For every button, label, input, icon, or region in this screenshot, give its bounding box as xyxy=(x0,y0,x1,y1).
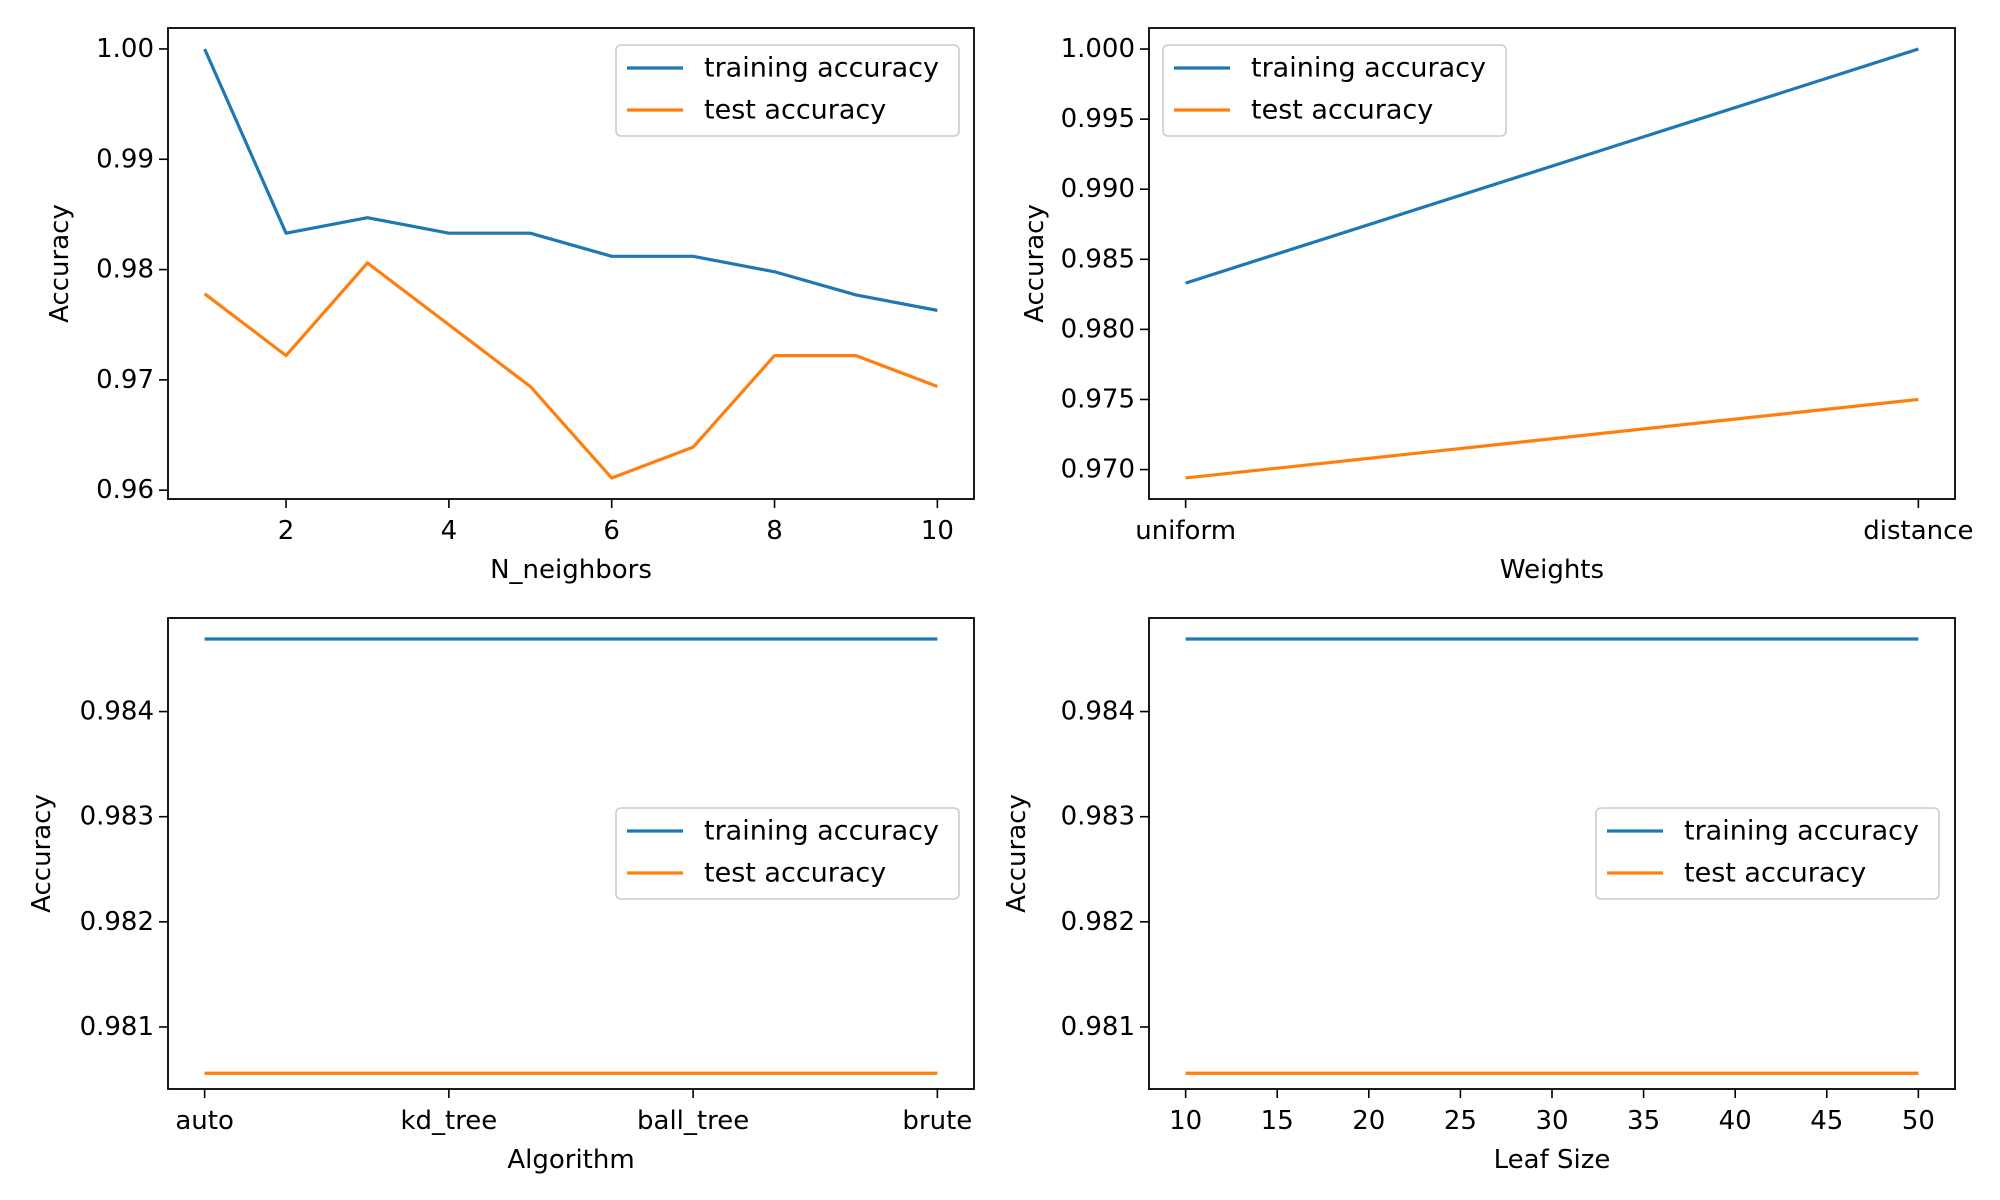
x-axis-label: Weights xyxy=(1500,555,1604,585)
y-tick-label: 0.981 xyxy=(1061,1012,1135,1042)
x-tick-label: 30 xyxy=(1535,1106,1568,1136)
legend-label-test-accuracy: test accuracy xyxy=(1684,858,1866,889)
x-tick-label: auto xyxy=(175,1106,234,1136)
y-tick-label: 0.99 xyxy=(96,144,154,174)
legend-box xyxy=(1595,807,1940,900)
x-tick-label: distance xyxy=(1863,516,1973,546)
y-tick-label: 0.982 xyxy=(1061,907,1135,937)
plot-frame xyxy=(1148,27,1956,500)
y-tick-label: 0.995 xyxy=(1061,104,1135,134)
legend-label-training-accuracy: training accuracy xyxy=(704,53,939,84)
x-tick-label: 40 xyxy=(1719,1106,1752,1136)
y-tick-label: 0.985 xyxy=(1061,244,1135,274)
y-tick-label: 0.975 xyxy=(1061,384,1135,414)
x-tick-label: 4 xyxy=(441,516,458,546)
legend-label-training-accuracy: training accuracy xyxy=(1251,53,1486,84)
x-tick-label: 2 xyxy=(278,516,295,546)
x-tick-label: 8 xyxy=(766,516,783,546)
y-axis-label: Accuracy xyxy=(1002,794,1032,913)
legend-box xyxy=(615,44,960,137)
series-line-test-accuracy xyxy=(203,261,938,480)
legend: training accuracy test accuracy xyxy=(1162,44,1507,137)
legend-label-test-accuracy: test accuracy xyxy=(704,858,886,889)
y-tick-label: 0.990 xyxy=(1061,174,1135,204)
y-axis-label: Accuracy xyxy=(1020,204,1050,323)
y-tick-label: 1.000 xyxy=(1061,34,1135,64)
series-line-training-accuracy xyxy=(203,48,938,312)
x-tick-label: 20 xyxy=(1352,1106,1385,1136)
chart-panel-n-neighbors: 0.96 0.97 0.98 0.99 1.00 2 4 6 8 10 N_neighbors Acc… xyxy=(45,27,975,585)
x-tick-label: kd_tree xyxy=(400,1106,497,1136)
legend-label-training-accuracy: training accuracy xyxy=(1684,816,1919,847)
series-line-test-accuracy xyxy=(1185,397,1919,480)
legend-box xyxy=(615,807,960,900)
y-tick-label: 0.984 xyxy=(1061,697,1135,727)
series-line-training-accuracy xyxy=(1185,47,1919,285)
plot-frame xyxy=(167,27,975,500)
y-tick-label: 0.983 xyxy=(1061,802,1135,832)
x-tick-label: brute xyxy=(902,1106,972,1136)
plot-frame xyxy=(167,617,975,1090)
chart-panel-leaf-size: 0.981 0.982 0.983 0.984 10 15 20 25 30 35 40 45 50 Le… xyxy=(1002,617,1956,1175)
y-tick-label: 0.983 xyxy=(80,802,154,832)
legend-box xyxy=(1162,44,1507,137)
y-tick-label: 0.984 xyxy=(80,697,154,727)
y-tick-label: 0.982 xyxy=(80,907,154,937)
legend-label-test-accuracy: test accuracy xyxy=(1251,95,1433,126)
y-tick-label: 1.00 xyxy=(96,34,154,64)
chart-panel-algorithm: 0.981 0.982 0.983 0.984 auto kd_tree ball_tree… xyxy=(27,617,975,1175)
x-tick-label: 6 xyxy=(603,516,620,546)
y-tick-label: 0.96 xyxy=(96,475,154,505)
y-axis-label: Accuracy xyxy=(27,794,57,913)
y-tick-label: 0.970 xyxy=(1061,455,1135,485)
x-tick-label: 45 xyxy=(1810,1106,1843,1136)
x-tick-label: 50 xyxy=(1902,1106,1935,1136)
x-tick-label: uniform xyxy=(1135,516,1236,546)
x-tick-label: ball_tree xyxy=(637,1106,749,1136)
x-tick-label: 10 xyxy=(921,516,954,546)
y-axis-label: Accuracy xyxy=(45,204,75,323)
x-tick-label: 25 xyxy=(1444,1106,1477,1136)
x-axis-label: Leaf Size xyxy=(1494,1145,1611,1175)
y-tick-label: 0.980 xyxy=(1061,314,1135,344)
y-tick-label: 0.981 xyxy=(80,1012,154,1042)
x-tick-label: 35 xyxy=(1627,1106,1660,1136)
x-axis-label: Algorithm xyxy=(507,1145,634,1175)
y-tick-label: 0.97 xyxy=(96,365,154,395)
y-tick-label: 0.98 xyxy=(96,255,154,285)
x-tick-label: 10 xyxy=(1169,1106,1202,1136)
legend-label-test-accuracy: test accuracy xyxy=(704,95,886,126)
x-axis-label: N_neighbors xyxy=(490,555,652,585)
legend: training accuracy test accuracy xyxy=(615,44,960,137)
legend: training accuracy test accuracy xyxy=(1595,807,1940,900)
x-tick-label: 15 xyxy=(1261,1106,1294,1136)
chart-panel-weights: 0.970 0.975 0.980 0.985 0.990 0.995 1.000 unifo… xyxy=(1020,27,1973,585)
legend-label-training-accuracy: training accuracy xyxy=(704,816,939,847)
legend: training accuracy test accuracy xyxy=(615,807,960,900)
